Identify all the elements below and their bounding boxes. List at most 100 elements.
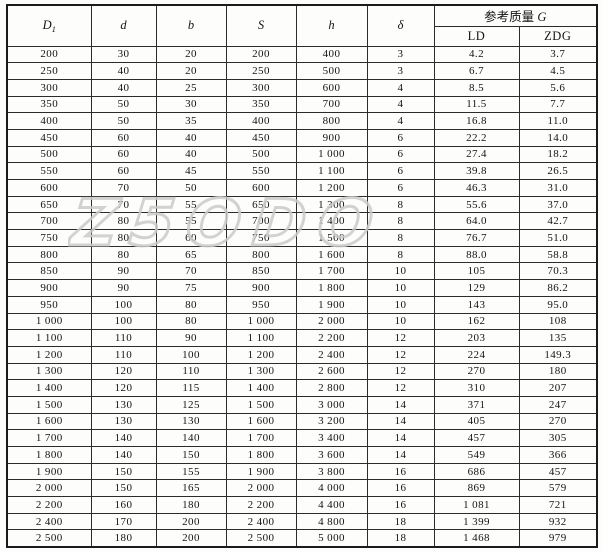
table-cell: 6 (366, 162, 435, 180)
table-cell: 135 (518, 329, 598, 347)
table-cell: 1 900 (225, 462, 297, 481)
table-row: 700 80 55 700 1 400 8 64.0 42.7 (6, 212, 598, 231)
table-cell: 1 800 (295, 279, 368, 297)
table-cell: 64.0 (433, 212, 520, 231)
table-row: 250 40 20 250 500 3 6.7 4.5 (6, 62, 598, 80)
table-cell: 80 (90, 229, 157, 247)
table-cell: 250 (6, 62, 92, 80)
table-body: 200 30 20 200 400 3 4.2 3.7 250 40 20 250 500 3 6.7 4.5… (6, 45, 598, 548)
table-cell: 932 (518, 512, 598, 531)
table-cell: 2 000 (6, 479, 92, 498)
table-cell: 30 (155, 95, 227, 114)
table-cell: 155 (155, 462, 227, 481)
table-cell: 1 000 (6, 312, 92, 331)
table-cell: 1 468 (433, 529, 520, 548)
table-cell: 457 (433, 429, 520, 447)
table-cell: 110 (155, 362, 227, 381)
table-cell: 143 (433, 295, 520, 314)
table-cell: 2 500 (6, 529, 92, 548)
table-cell: 12 (366, 379, 435, 397)
table-cell: 2 400 (6, 512, 92, 531)
table-cell: 950 (6, 295, 92, 314)
table-cell: 1 700 (295, 262, 368, 281)
table-cell: 60 (155, 229, 227, 247)
table-cell: 170 (90, 512, 157, 531)
table-cell: 270 (433, 362, 520, 381)
table-cell: 70 (155, 262, 227, 281)
table-row: 400 50 35 400 800 4 16.8 11.0 (6, 112, 598, 130)
table-cell: 35 (155, 112, 227, 130)
table-cell: 1 400 (225, 379, 297, 397)
table-cell: 100 (90, 295, 157, 314)
table-row: 1 100 110 90 1 100 2 200 12 203 135 (6, 329, 598, 347)
table-cell: 130 (90, 395, 157, 414)
table-cell: 1 500 (295, 229, 368, 247)
table-cell: 16 (366, 496, 435, 514)
table-cell: 18.2 (518, 145, 598, 164)
table-row: 550 60 45 550 1 100 6 39.8 26.5 (6, 162, 598, 180)
table-row: 900 90 75 900 1 800 10 129 86.2 (6, 279, 598, 297)
table-cell: 150 (155, 446, 227, 464)
table-cell: 70 (90, 195, 157, 214)
table-cell: 90 (155, 329, 227, 347)
table-cell: 30 (90, 45, 157, 64)
table-cell: 1 100 (6, 329, 92, 347)
table-cell: 500 (6, 145, 92, 164)
table-cell: 18 (366, 529, 435, 548)
table-cell: 1 399 (433, 512, 520, 531)
table-cell: 550 (225, 162, 297, 180)
table-cell: 6 (366, 145, 435, 164)
table-row: 650 70 55 650 1 300 8 55.6 37.0 (6, 195, 598, 214)
table-cell: 1 800 (6, 446, 92, 464)
table-cell: 3 400 (295, 429, 368, 447)
table-cell: 1 300 (6, 362, 92, 381)
table-cell: 1 500 (6, 395, 92, 414)
table-cell: 3.7 (518, 45, 598, 64)
table-row: 300 40 25 300 600 4 8.5 5.6 (6, 78, 598, 97)
table-cell: 18 (366, 512, 435, 531)
table-cell: 40 (90, 62, 157, 80)
table-cell: 2 800 (295, 379, 368, 397)
table-cell: 65 (155, 245, 227, 264)
table-cell: 6 (366, 128, 435, 147)
table-cell: 207 (518, 379, 598, 397)
table-cell: 180 (90, 529, 157, 548)
table-cell: 25 (155, 78, 227, 97)
table-cell: 129 (433, 279, 520, 297)
table-cell: 247 (518, 395, 598, 414)
table-cell: 4.2 (433, 45, 520, 64)
table-cell: 500 (225, 145, 297, 164)
table-cell: 1 600 (6, 412, 92, 431)
table-cell: 1 700 (225, 429, 297, 447)
table-cell: 800 (6, 245, 92, 264)
table-cell: 39.8 (433, 162, 520, 180)
table-cell: 60 (90, 145, 157, 164)
table-row: 1 800 140 150 1 800 3 600 14 549 366 (6, 446, 598, 464)
table-cell: 50 (90, 112, 157, 130)
table-cell: 305 (518, 429, 598, 447)
table-row: 2 500 180 200 2 500 5 000 18 1 468 979 (6, 529, 598, 548)
table-cell: 14.0 (518, 128, 598, 147)
table-cell: 50 (155, 179, 227, 197)
table-cell: 1 081 (433, 496, 520, 514)
table-cell: 37.0 (518, 195, 598, 214)
table-cell: 3 800 (295, 462, 368, 481)
table-cell: 27.4 (433, 145, 520, 164)
table-cell: 4 (366, 78, 435, 97)
table-cell: 600 (295, 78, 368, 97)
table-cell: 2 600 (295, 362, 368, 381)
table-cell: 10 (366, 279, 435, 297)
table-cell: 110 (90, 329, 157, 347)
table-cell: 3 (366, 45, 435, 64)
table-cell: 3 (366, 62, 435, 80)
table-cell: 80 (90, 245, 157, 264)
table-cell: 8 (366, 245, 435, 264)
table-row: 1 200 110 100 1 200 2 400 12 224 149.3 (6, 345, 598, 364)
table-cell: 203 (433, 329, 520, 347)
table-cell: 10 (366, 262, 435, 281)
column-header-d: d (90, 4, 157, 47)
table-cell: 12 (366, 362, 435, 381)
table-cell: 8 (366, 195, 435, 214)
table-cell: 110 (90, 345, 157, 364)
table-cell: 900 (295, 128, 368, 147)
